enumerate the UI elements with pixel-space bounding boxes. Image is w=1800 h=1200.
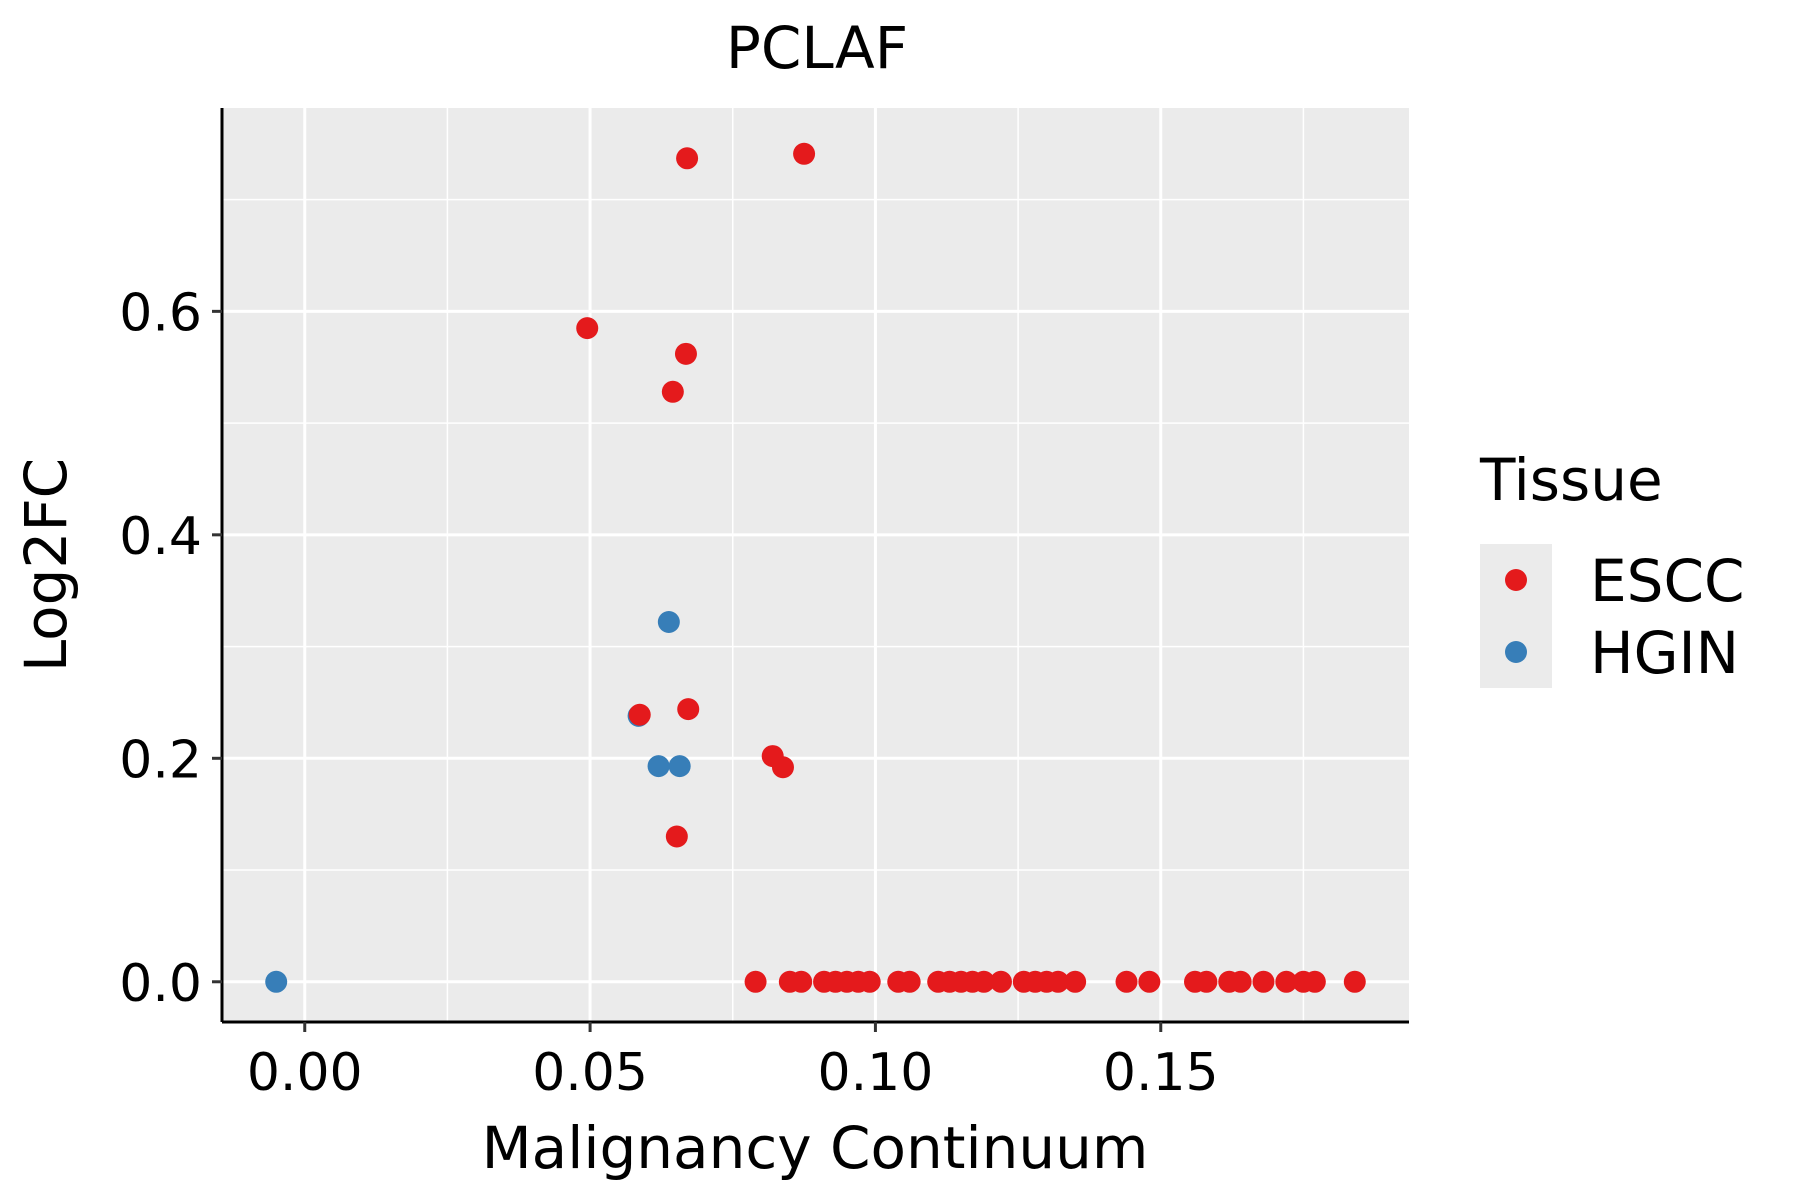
point-escc bbox=[972, 970, 995, 993]
point-escc bbox=[1303, 970, 1326, 993]
point-escc bbox=[677, 698, 700, 721]
x-tick-label: 0.05 bbox=[532, 1043, 648, 1103]
legend-key-escc bbox=[1505, 569, 1527, 591]
point-hgin bbox=[647, 755, 670, 778]
x-tick-label: 0.00 bbox=[247, 1043, 363, 1103]
y-axis-title: Log2FC bbox=[12, 458, 80, 672]
legend-title: Tissue bbox=[1479, 446, 1663, 514]
point-escc bbox=[576, 317, 599, 340]
y-tick-label: 0.4 bbox=[119, 507, 202, 567]
point-escc bbox=[1343, 970, 1366, 993]
point-escc bbox=[1275, 970, 1298, 993]
point-hgin bbox=[265, 970, 288, 993]
y-tick-label: 0.2 bbox=[119, 730, 202, 790]
x-axis-ticks: 0.00 0.05 0.10 0.15 bbox=[247, 1022, 1219, 1103]
legend: Tissue ESCC HGIN bbox=[1479, 446, 1744, 688]
point-escc bbox=[790, 970, 813, 993]
point-escc bbox=[744, 970, 767, 993]
legend-label-hgin: HGIN bbox=[1590, 619, 1739, 687]
point-escc bbox=[665, 825, 688, 848]
point-escc bbox=[661, 380, 684, 403]
point-hgin bbox=[668, 755, 691, 778]
point-escc bbox=[1064, 970, 1087, 993]
legend-label-escc: ESCC bbox=[1590, 547, 1744, 615]
chart-title: PCLAF bbox=[726, 14, 908, 82]
point-escc bbox=[1138, 970, 1161, 993]
minor-gridlines bbox=[222, 108, 1409, 1022]
point-hgin bbox=[657, 610, 680, 633]
legend-key-background bbox=[1480, 544, 1552, 688]
legend-key-hgin bbox=[1505, 641, 1527, 663]
point-escc bbox=[1252, 970, 1275, 993]
point-escc bbox=[1115, 970, 1138, 993]
point-escc bbox=[674, 342, 697, 365]
point-escc bbox=[793, 142, 816, 165]
x-tick-label: 0.10 bbox=[818, 1043, 934, 1103]
point-escc bbox=[1229, 970, 1252, 993]
point-escc bbox=[628, 703, 651, 726]
point-escc bbox=[1047, 970, 1070, 993]
point-escc bbox=[898, 970, 921, 993]
x-axis-title: Malignancy Continuum bbox=[482, 1114, 1149, 1182]
x-tick-label: 0.15 bbox=[1103, 1043, 1219, 1103]
y-tick-label: 0.6 bbox=[119, 283, 202, 343]
point-escc bbox=[676, 147, 699, 170]
point-escc bbox=[989, 970, 1012, 993]
point-escc bbox=[858, 970, 881, 993]
point-escc bbox=[771, 756, 794, 779]
y-tick-label: 0.0 bbox=[119, 954, 202, 1014]
y-axis-ticks: 0.0 0.2 0.4 0.6 bbox=[119, 283, 222, 1014]
point-escc bbox=[1195, 970, 1218, 993]
data-points bbox=[265, 142, 1366, 993]
plot-panel bbox=[222, 108, 1409, 1022]
